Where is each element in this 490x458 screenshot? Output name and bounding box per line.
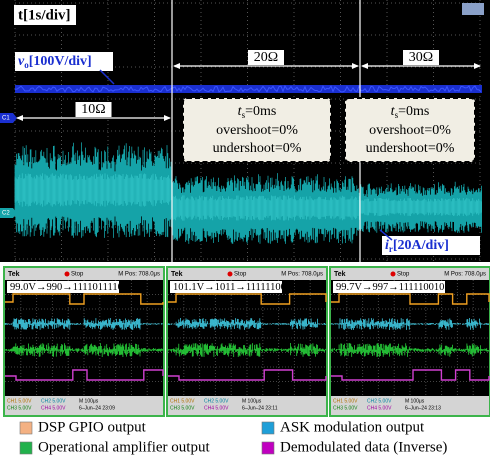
date: 6–Jun–24 23:11	[242, 405, 278, 411]
ch4-setting: CH4 5.00V	[41, 405, 66, 411]
time-scale: t[1s/div]	[18, 7, 71, 23]
overshoot: overshoot=0%	[369, 123, 451, 138]
ts-value: =0ms	[245, 104, 276, 119]
panel-brand: Tek	[334, 271, 346, 278]
undershoot: undershoot=0%	[366, 141, 455, 156]
ch2-setting: CH2 5.00V	[41, 398, 66, 404]
vo-label: vo[100V/div]	[18, 54, 92, 70]
timebase: M 100μs	[405, 398, 425, 404]
timebase: M 100μs	[242, 398, 262, 404]
ch1-setting: CH1 5.00V	[170, 398, 195, 404]
panel-status: Stop	[71, 272, 84, 278]
channel-marker-label: C1	[2, 116, 10, 122]
date: 6–Jun–24 23:13	[405, 405, 441, 411]
panel-readout: 99.0V→990→1111011110	[10, 282, 123, 293]
legend-label: DSP GPIO output	[38, 419, 147, 435]
panel-mpos: M Pos: 708.0μs	[444, 272, 486, 278]
ch3-setting: CH3 5.00V	[333, 405, 358, 411]
figure: C1 C2 t[1s/div] vo[100V/div] ir[20A/div] 10Ω 2…	[0, 0, 490, 458]
panel-mpos: M Pos: 708.0μs	[118, 272, 160, 278]
ch3-setting: CH3 5.00V	[170, 405, 195, 411]
ch2-setting: CH2 5.00V	[204, 398, 229, 404]
ch2-setting: CH2 5.00V	[367, 398, 392, 404]
legend-label: ASK modulation output	[280, 419, 425, 435]
panel-mpos: M Pos: 708.0μs	[281, 272, 323, 278]
date: 6–Jun–24 23:09	[79, 405, 115, 411]
ch1-setting: CH1 5.00V	[333, 398, 358, 404]
panel-brand: Tek	[171, 271, 183, 278]
ts-value: =0ms	[398, 104, 429, 119]
panel-brand: Tek	[8, 271, 20, 278]
legend-swatch	[20, 442, 32, 454]
legend-label: Operational amplifier output	[38, 439, 210, 455]
legend-swatch	[20, 422, 32, 434]
overshoot: overshoot=0%	[216, 123, 298, 138]
segment-label: 20Ω	[254, 50, 278, 65]
page: {"main_scope":{"time_scale":"t[1s/div]",…	[0, 0, 490, 458]
legend-swatch	[262, 422, 274, 434]
timebase: M 100μs	[79, 398, 99, 404]
stop-dot	[391, 272, 396, 277]
ch1-setting: CH1 5.00V	[7, 398, 32, 404]
channel-marker-label: C2	[2, 211, 10, 217]
ch4-setting: CH4 5.00V	[204, 405, 229, 411]
panel-readout: 101.1V→1011→1111110011	[173, 282, 296, 293]
ir-label-scale: [20A/div]	[393, 238, 449, 253]
legend-swatch	[262, 442, 274, 454]
ch3-setting: CH3 5.00V	[7, 405, 32, 411]
segment-label: 30Ω	[409, 50, 433, 65]
ch4-setting: CH4 5.00V	[367, 405, 392, 411]
panel-readout: 99.7V→997→1111100101	[336, 282, 450, 293]
stop-dot	[228, 272, 233, 277]
legend-label: Demodulated data (Inverse)	[280, 439, 447, 455]
vo-label-scale: [100V/div]	[29, 54, 92, 69]
panel-status: Stop	[397, 272, 410, 278]
ir-label: ir[20A/div]	[385, 238, 449, 254]
segment-label: 10Ω	[81, 102, 105, 117]
panel-status: Stop	[234, 272, 247, 278]
undershoot: undershoot=0%	[213, 141, 302, 156]
corner-tag	[462, 3, 484, 15]
stop-dot	[65, 272, 70, 277]
